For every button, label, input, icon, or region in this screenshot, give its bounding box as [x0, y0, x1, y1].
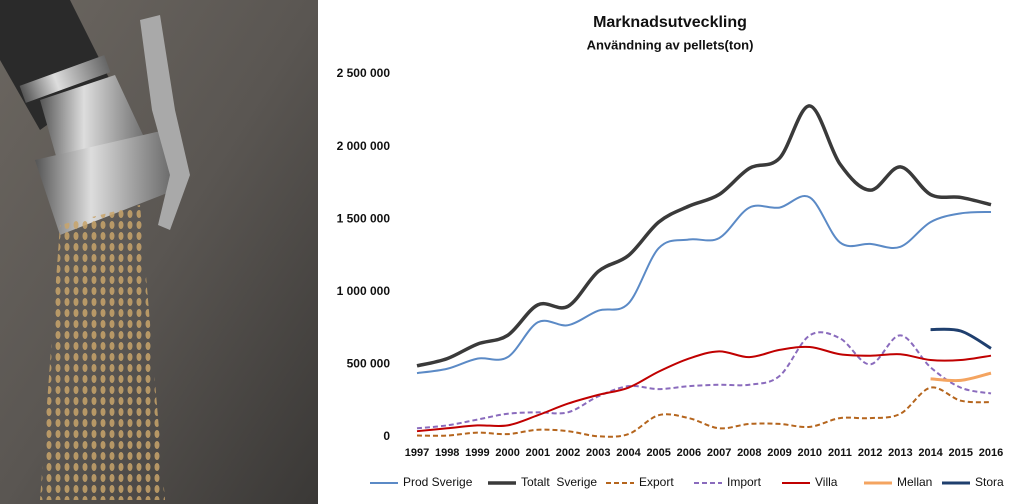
chart-title: Marknadsutveckling [593, 14, 747, 31]
legend-label: Import [727, 475, 762, 489]
x-tick-label: 2010 [797, 447, 821, 459]
x-tick-label: 2015 [949, 447, 973, 459]
x-tick-label: 2013 [888, 447, 912, 459]
series-line [416, 345, 992, 433]
legend-label: Prod Sverige [403, 475, 473, 489]
series-line [930, 371, 992, 383]
x-tick-label: 2002 [556, 447, 580, 459]
legend-label: Export [639, 475, 674, 489]
x-tick-label: 2008 [737, 447, 761, 459]
series-line [416, 104, 992, 368]
series-line [416, 331, 992, 430]
x-tick-label: 1997 [405, 447, 429, 459]
y-tick-label: 1 000 000 [337, 284, 391, 298]
x-tick-label: 2011 [828, 447, 852, 459]
photo [0, 0, 318, 504]
chart-subtitle: Användning av pellets(ton) [587, 37, 754, 52]
y-tick-label: 1 500 000 [337, 211, 391, 225]
x-tick-label: 2000 [495, 447, 519, 459]
x-tick-label: 2014 [918, 447, 943, 459]
x-tick-label: 1999 [465, 447, 489, 459]
legend-label: Totalt Sverige [521, 475, 597, 489]
series-line [416, 195, 992, 375]
x-tick-label: 2012 [858, 447, 882, 459]
legend-label: Mellan [897, 475, 932, 489]
chart: Marknadsutveckling Användning av pellets… [337, 14, 1004, 489]
y-tick-label: 500 000 [347, 357, 391, 371]
y-tick-label: 0 [383, 429, 390, 443]
x-tick-label: 2009 [767, 447, 791, 459]
y-tick-label: 2 000 000 [337, 139, 391, 153]
series-line [930, 327, 992, 350]
legend-label: Villa [815, 475, 838, 489]
x-tick-label: 1998 [435, 447, 459, 459]
x-tick-label: 2006 [677, 447, 701, 459]
series-line [416, 386, 992, 438]
x-tick-label: 2001 [526, 447, 550, 459]
x-tick-label: 2003 [586, 447, 610, 459]
x-tick-label: 2004 [616, 447, 641, 459]
y-tick-label: 2 500 000 [337, 66, 391, 80]
x-tick-label: 2016 [979, 447, 1003, 459]
x-tick-label: 2005 [646, 447, 670, 459]
legend-label: Stora [975, 475, 1004, 489]
x-tick-label: 2007 [707, 447, 731, 459]
